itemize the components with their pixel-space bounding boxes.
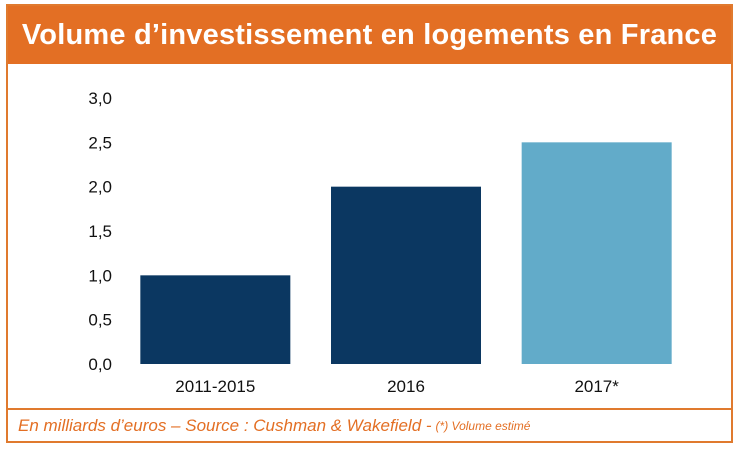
footer: En milliards d’euros – Source : Cushman … xyxy=(8,408,731,441)
x-tick-label: 2017* xyxy=(574,377,619,396)
bar-3 xyxy=(521,142,672,364)
y-tick-label: 3,0 xyxy=(88,89,112,108)
chart-area: 0,0 0,5 1,0 1,5 2,0 2,5 3,0 2011-2015 2016 2017* xyxy=(8,64,731,408)
x-tick-label: 2016 xyxy=(387,377,425,396)
x-axis: 2011-2015 2016 2017* xyxy=(175,377,619,396)
bar-1 xyxy=(140,275,291,364)
bar-chart: 0,0 0,5 1,0 1,5 2,0 2,5 3,0 2011-2015 2016 2017* xyxy=(88,89,672,396)
bars-group xyxy=(140,142,672,364)
y-tick-label: 2,5 xyxy=(88,133,112,152)
chart-title: Volume d’investissement en logements en … xyxy=(21,18,718,51)
y-tick-label: 1,5 xyxy=(88,222,112,241)
footer-source: En milliards d’euros – Source : Cushman … xyxy=(18,415,432,435)
x-tick-label: 2011-2015 xyxy=(175,377,255,396)
y-tick-label: 1,0 xyxy=(88,266,112,285)
chart-frame: Volume d’investissement en logements en … xyxy=(6,4,733,443)
y-tick-label: 2,0 xyxy=(88,178,112,197)
y-axis: 0,0 0,5 1,0 1,5 2,0 2,5 3,0 xyxy=(88,89,112,374)
title-bar: Volume d’investissement en logements en … xyxy=(8,6,731,64)
footer-note: (*) Volume estimé xyxy=(435,418,531,433)
bar-2 xyxy=(331,186,481,364)
y-tick-label: 0,0 xyxy=(88,355,112,374)
y-tick-label: 0,5 xyxy=(88,311,112,330)
